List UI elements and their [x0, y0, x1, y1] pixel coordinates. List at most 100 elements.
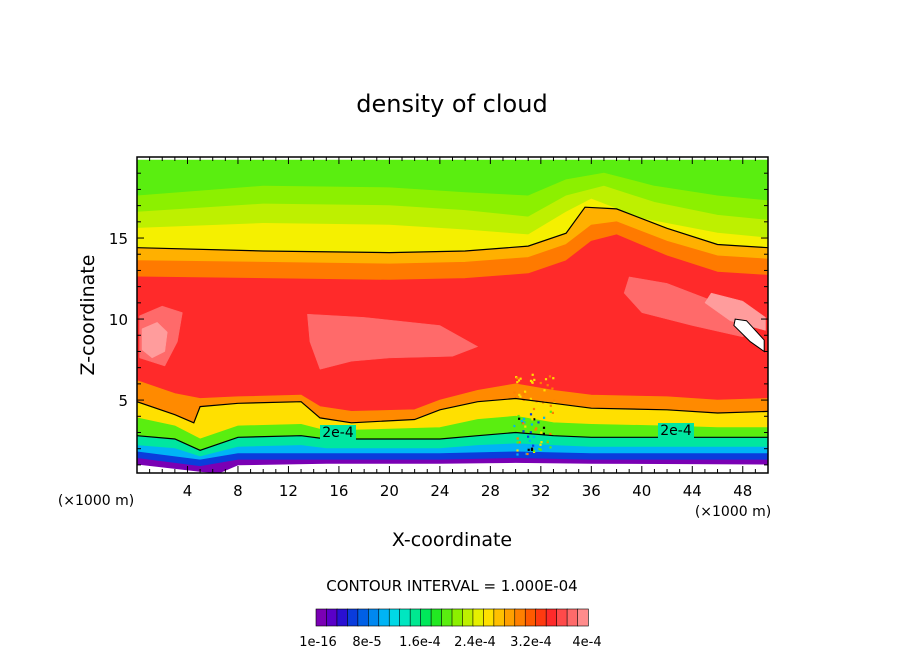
speckle: [538, 447, 541, 451]
speckle: [516, 437, 519, 440]
speckle: [548, 375, 552, 378]
speckle: [522, 430, 525, 433]
colorbar-swatch: [409, 608, 422, 627]
contour-field: [137, 159, 768, 473]
colorbar-swatch: [566, 608, 579, 627]
speckle: [522, 392, 525, 395]
x-tick-label: 36: [582, 482, 601, 500]
speckle: [529, 397, 532, 400]
speckle: [539, 448, 542, 451]
speckle: [527, 448, 530, 451]
speckle: [544, 378, 548, 381]
speckle: [549, 446, 552, 449]
contour-patch-lightpink-left: [141, 322, 168, 359]
speckle: [551, 411, 554, 414]
colorbar-tick-label: 1e-16: [299, 635, 337, 650]
speckle: [515, 376, 518, 379]
colorbar-swatch: [368, 608, 380, 627]
colorbar-swatch: [336, 608, 349, 627]
speckle: [544, 425, 547, 428]
mid-contour: [137, 397, 768, 424]
colorbar: [315, 608, 589, 627]
colorbar-swatch: [388, 608, 401, 627]
speckle: [553, 399, 556, 402]
x-tick-label: 40: [632, 482, 651, 500]
speckle: [530, 447, 534, 450]
colorbar-swatch: [326, 608, 338, 627]
colorbar-tick-label: 8e-5: [352, 635, 381, 650]
colorbar-swatch: [514, 608, 526, 627]
contour-label-bg: [320, 425, 356, 440]
y-tick-label: 5: [118, 392, 128, 410]
colorbar-swatch: [315, 608, 328, 627]
colorbar-swatch: [347, 608, 359, 627]
speckle: [542, 432, 545, 435]
colorbar-swatch: [524, 608, 537, 627]
chart-title: density of cloud: [356, 90, 547, 118]
contour-patch-pink-right: [623, 276, 764, 338]
speckle: [546, 384, 549, 387]
contour-label-bg: [658, 423, 694, 438]
contour-line-label: 2e-4: [322, 425, 354, 441]
colorbar-swatch: [399, 608, 411, 627]
colorbar-swatch: [462, 608, 474, 627]
colorbar-swatch: [545, 608, 558, 627]
colorbar-tick-label: 2.4e-4: [454, 635, 496, 650]
speckle: [539, 381, 542, 385]
contour-lines: [137, 206, 768, 451]
speckle: [518, 441, 521, 444]
colorbar-swatch: [472, 608, 485, 627]
speckle: [542, 405, 545, 408]
contour-patch-lightpink-right: [704, 292, 766, 331]
x-tick-label: 44: [683, 482, 702, 500]
speckle: [535, 414, 538, 417]
x-tick-label: 32: [531, 482, 550, 500]
speckle: [551, 387, 554, 390]
speckle: [519, 377, 522, 380]
colorbar-swatch: [483, 608, 495, 627]
speckle: [513, 424, 516, 428]
speckle: [519, 395, 522, 398]
speckle: [524, 425, 527, 428]
speckle: [549, 432, 552, 436]
speckle: [533, 418, 536, 421]
contour-line-label: 2e-4: [660, 423, 692, 439]
colorbar-tick-label: 1.6e-4: [399, 635, 441, 650]
x-tick-label: 20: [380, 482, 399, 500]
speckle: [528, 439, 531, 442]
speckle: [529, 431, 532, 434]
speckle: [543, 416, 546, 419]
speckle: [515, 424, 518, 427]
lower-contour: [137, 431, 768, 451]
speckle: [517, 414, 520, 418]
speckle: [522, 417, 526, 420]
speckle: [513, 391, 516, 394]
upper-contour: [137, 206, 768, 254]
speckle: [527, 435, 530, 438]
speckle: [543, 389, 546, 392]
speckle: [529, 379, 533, 382]
x-tick-label: 4: [183, 482, 193, 500]
colorbar-swatch: [556, 608, 568, 627]
y-axis-ticks: 5 10 15: [109, 172, 768, 466]
colorbar-swatch: [441, 608, 453, 627]
speckle: [516, 381, 519, 384]
colorbar-swatch: [493, 608, 506, 627]
colorbar-swatch: [420, 608, 432, 627]
speckle: [542, 426, 546, 429]
colorbar-swatch: [430, 608, 443, 627]
speckle: [532, 449, 535, 452]
speckle: [546, 440, 549, 443]
speckle: [535, 427, 538, 430]
x-unit-note-right: (×1000 m): [695, 504, 771, 520]
speckle: [520, 419, 523, 422]
speckle: [516, 441, 519, 444]
speckle: [529, 413, 533, 416]
colorbar-swatch: [577, 608, 589, 627]
speckle: [549, 404, 552, 407]
speckle: [533, 378, 536, 381]
x-axis-label: X-coordinate: [392, 529, 512, 551]
colorbar-tick-label: 4e-4: [572, 635, 601, 650]
speckle: [540, 441, 543, 444]
